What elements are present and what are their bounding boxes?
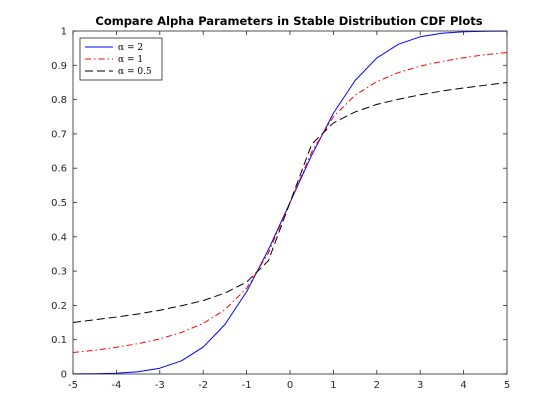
x-tick-label: -3 (155, 380, 165, 391)
x-tick-label: 0 (287, 380, 293, 391)
x-tick-label: -1 (242, 380, 252, 391)
y-axis: 0 0.1 0.2 0.3 0.4 0.5 0.6 0.7 0.8 0.9 1 (51, 27, 507, 381)
y-tick-label: 0 (61, 370, 67, 381)
y-tick-label: 0.9 (51, 61, 67, 72)
chart-title: Compare Alpha Parameters in Stable Distr… (95, 14, 482, 28)
y-tick-label: 0.7 (51, 129, 67, 140)
legend: α = 2 α = 1 α = 0.5 (79, 37, 163, 81)
x-axis: -5 -4 -3 -2 -1 0 1 2 3 4 5 (68, 31, 510, 391)
x-tick-label: 5 (504, 380, 510, 391)
y-tick-label: 0.6 (51, 164, 67, 175)
y-tick-label: 0.3 (51, 267, 67, 278)
x-tick-label: -4 (111, 380, 121, 391)
y-tick-label: 0.2 (51, 301, 67, 312)
y-tick-label: 0.4 (51, 232, 67, 243)
legend-label: α = 1 (118, 55, 143, 65)
y-tick-label: 0.1 (51, 335, 67, 346)
legend-box (79, 37, 163, 81)
x-tick-label: 2 (374, 380, 380, 391)
y-tick-label: 1 (61, 27, 67, 38)
legend-label: α = 2 (118, 43, 143, 53)
x-tick-label: -5 (68, 380, 78, 391)
y-tick-label: 0.5 (51, 198, 67, 209)
series-layer (72, 30, 508, 375)
series-line-3 (72, 81, 508, 324)
series-line-2 (72, 52, 508, 353)
x-tick-label: -2 (198, 380, 208, 391)
legend-label: α = 0.5 (118, 67, 152, 77)
x-tick-label: 4 (460, 380, 466, 391)
x-tick-label: 1 (330, 380, 336, 391)
x-tick-label: 3 (417, 380, 423, 391)
y-tick-label: 0.8 (51, 95, 67, 106)
